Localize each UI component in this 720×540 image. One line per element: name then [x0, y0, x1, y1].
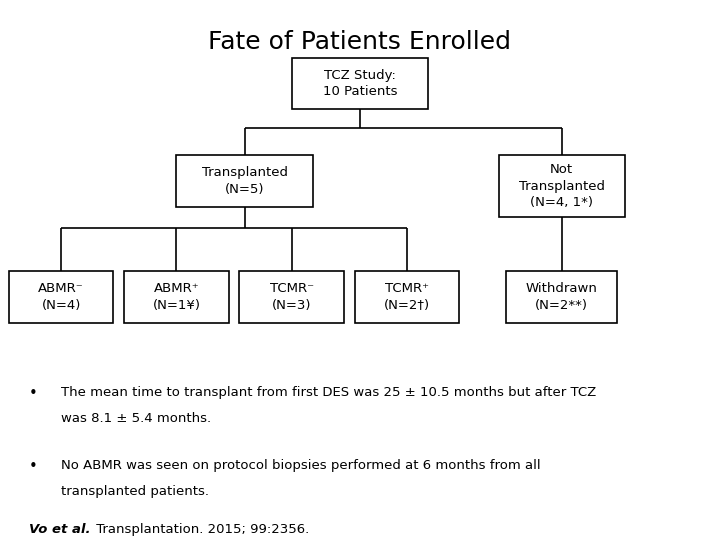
Text: was 8.1 ± 5.4 months.: was 8.1 ± 5.4 months. — [61, 412, 212, 425]
FancyBboxPatch shape — [176, 156, 313, 206]
Text: transplanted patients.: transplanted patients. — [61, 484, 210, 497]
Text: •: • — [29, 458, 37, 474]
FancyBboxPatch shape — [239, 271, 344, 322]
Text: TCMR⁻
(N=3): TCMR⁻ (N=3) — [269, 282, 314, 312]
Text: ABMR⁺
(N=1¥): ABMR⁺ (N=1¥) — [153, 282, 200, 312]
FancyBboxPatch shape — [124, 271, 229, 322]
Text: No ABMR was seen on protocol biopsies performed at 6 months from all: No ABMR was seen on protocol biopsies pe… — [61, 458, 541, 471]
FancyBboxPatch shape — [498, 156, 624, 217]
FancyBboxPatch shape — [354, 271, 459, 322]
Text: Transplanted
(N=5): Transplanted (N=5) — [202, 166, 288, 195]
FancyBboxPatch shape — [505, 271, 618, 322]
Text: Vo et al.: Vo et al. — [29, 523, 90, 536]
Text: Fate of Patients Enrolled: Fate of Patients Enrolled — [209, 30, 511, 53]
Text: Not
Transplanted
(N=4, 1*): Not Transplanted (N=4, 1*) — [518, 163, 605, 210]
Text: TCMR⁺
(N=2†): TCMR⁺ (N=2†) — [384, 282, 430, 312]
Text: Transplantation. 2015; 99:2356.: Transplantation. 2015; 99:2356. — [92, 523, 310, 536]
Text: The mean time to transplant from first DES was 25 ± 10.5 months but after TCZ: The mean time to transplant from first D… — [61, 386, 596, 399]
Text: Withdrawn
(N=2**): Withdrawn (N=2**) — [526, 282, 598, 312]
Text: TCZ Study:
10 Patients: TCZ Study: 10 Patients — [323, 69, 397, 98]
Text: •: • — [29, 386, 37, 401]
FancyBboxPatch shape — [292, 58, 428, 109]
Text: ABMR⁻
(N=4): ABMR⁻ (N=4) — [38, 282, 84, 312]
FancyBboxPatch shape — [9, 271, 114, 322]
